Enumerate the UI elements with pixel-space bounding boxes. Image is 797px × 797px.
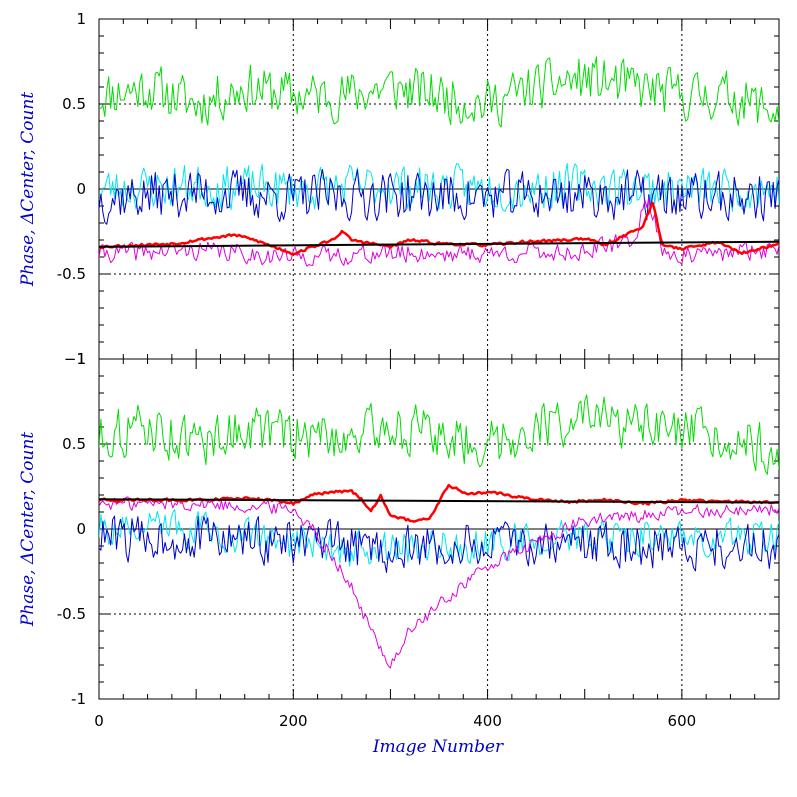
top-panel: −1 -0.5 0 0.5 1 Phase, ΔCenter, Count [18,10,780,368]
series-line-blue [99,515,779,573]
series-line-red [99,201,779,256]
series-line-magenta [99,197,779,267]
y-tick-label: 0 [76,180,86,198]
y-tick-label: 0.5 [62,95,86,113]
x-axis-title: Image Number [372,737,504,757]
y-tick-label: -1 [71,690,86,708]
series-line-magenta [99,496,779,669]
y-tick-label: -0.5 [57,265,86,283]
series-line-green [99,394,779,475]
x-tick-label: 600 [668,712,697,730]
y-tick-label: 0 [76,520,86,538]
y-tick-label: -0.5 [57,605,86,623]
series-line-blue [99,168,779,225]
series-line-fit [99,498,779,504]
y-tick-label: 1 [76,350,86,368]
series-line-fit [99,240,779,248]
y-axis-title: Phase, ΔCenter, Count [18,92,38,288]
x-tick-label: 400 [473,712,502,730]
y-axis-title: Phase, ΔCenter, Count [18,432,38,628]
series-line-green [99,56,779,128]
y-tick-label: −1 [64,350,86,368]
y-tick-label: 0.5 [62,435,86,453]
y-tick-label: 1 [76,10,86,28]
bottom-panel: -1 -0.5 0 0.5 1 0 200 400 600 Phase, ΔCenter, Cou… [18,350,780,730]
x-tick-label: 200 [279,712,308,730]
x-tick-label: 0 [94,712,104,730]
